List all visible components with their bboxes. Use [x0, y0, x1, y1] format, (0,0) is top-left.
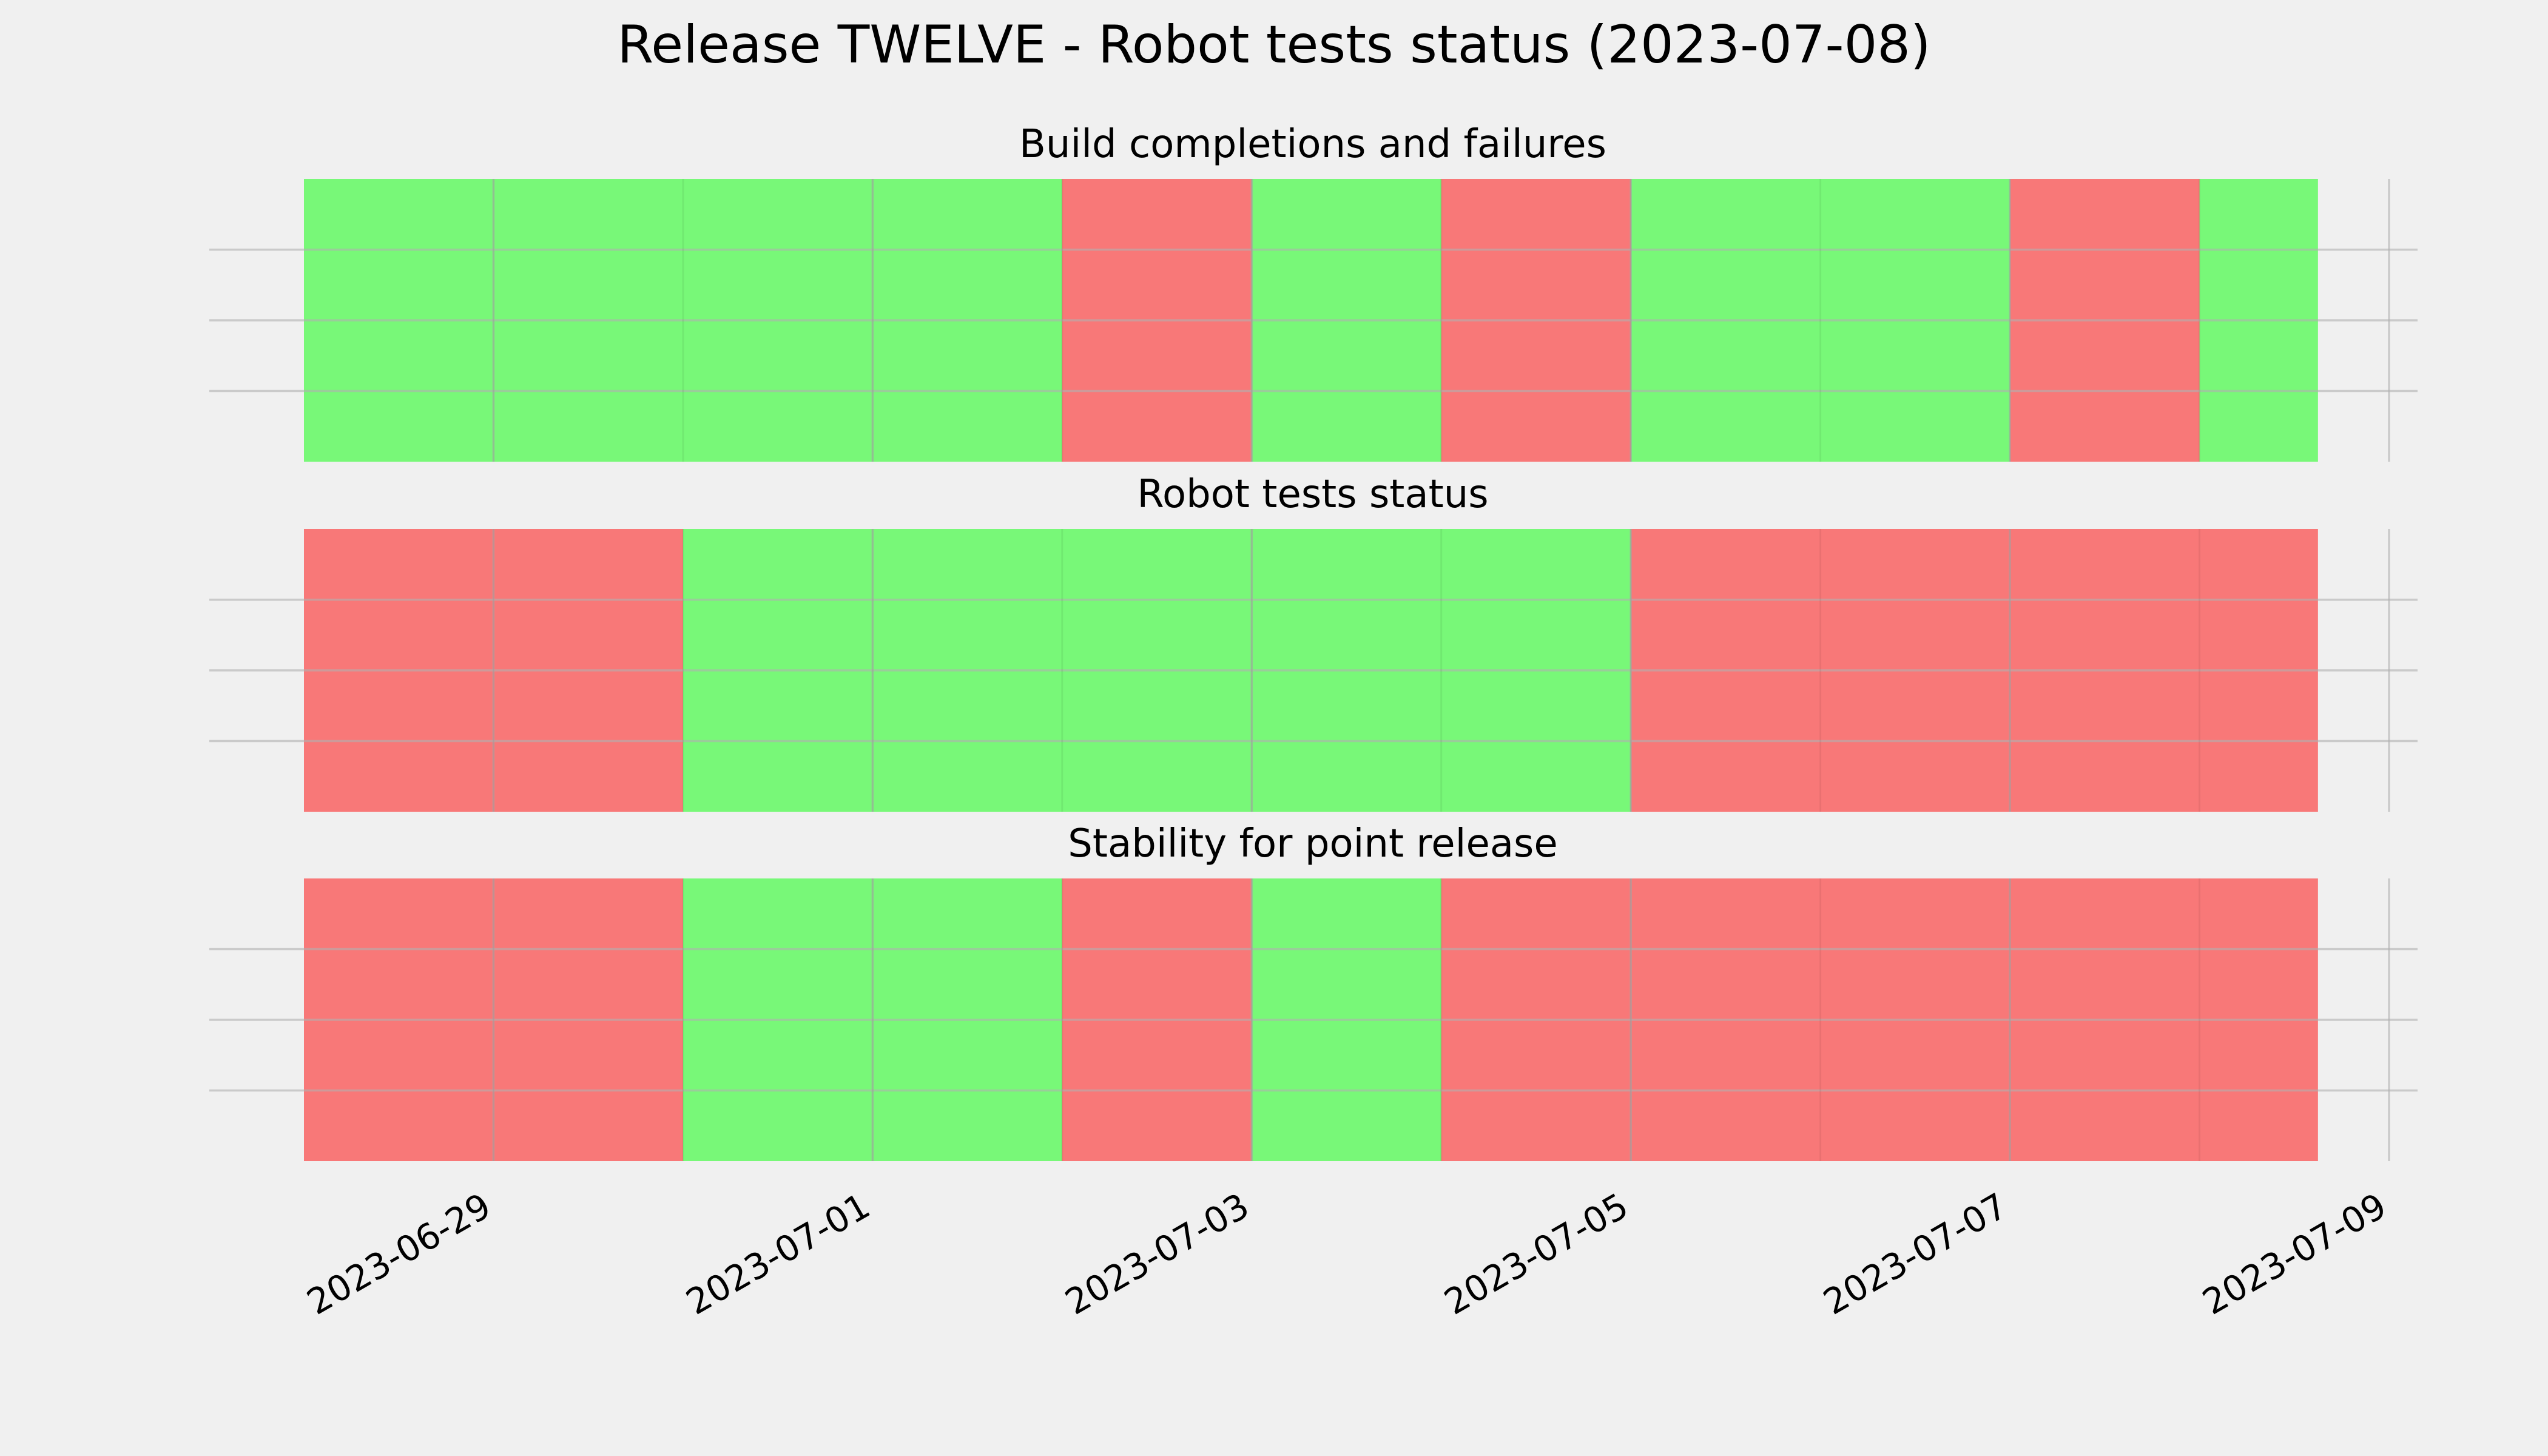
- panel-1: Build completions and failures: [209, 122, 2418, 462]
- panel-title: Robot tests status: [1137, 472, 1488, 517]
- panel-title: Build completions and failures: [1019, 122, 1606, 167]
- panel-3: Stability for point release: [209, 821, 2418, 1161]
- panels-group: Build completions and failures Robot test…: [209, 122, 2418, 1161]
- chart-title: Release TWELVE - Robot tests status (202…: [617, 15, 1930, 75]
- panel-title: Stability for point release: [1068, 821, 1558, 866]
- panel-2: Robot tests status: [209, 472, 2418, 812]
